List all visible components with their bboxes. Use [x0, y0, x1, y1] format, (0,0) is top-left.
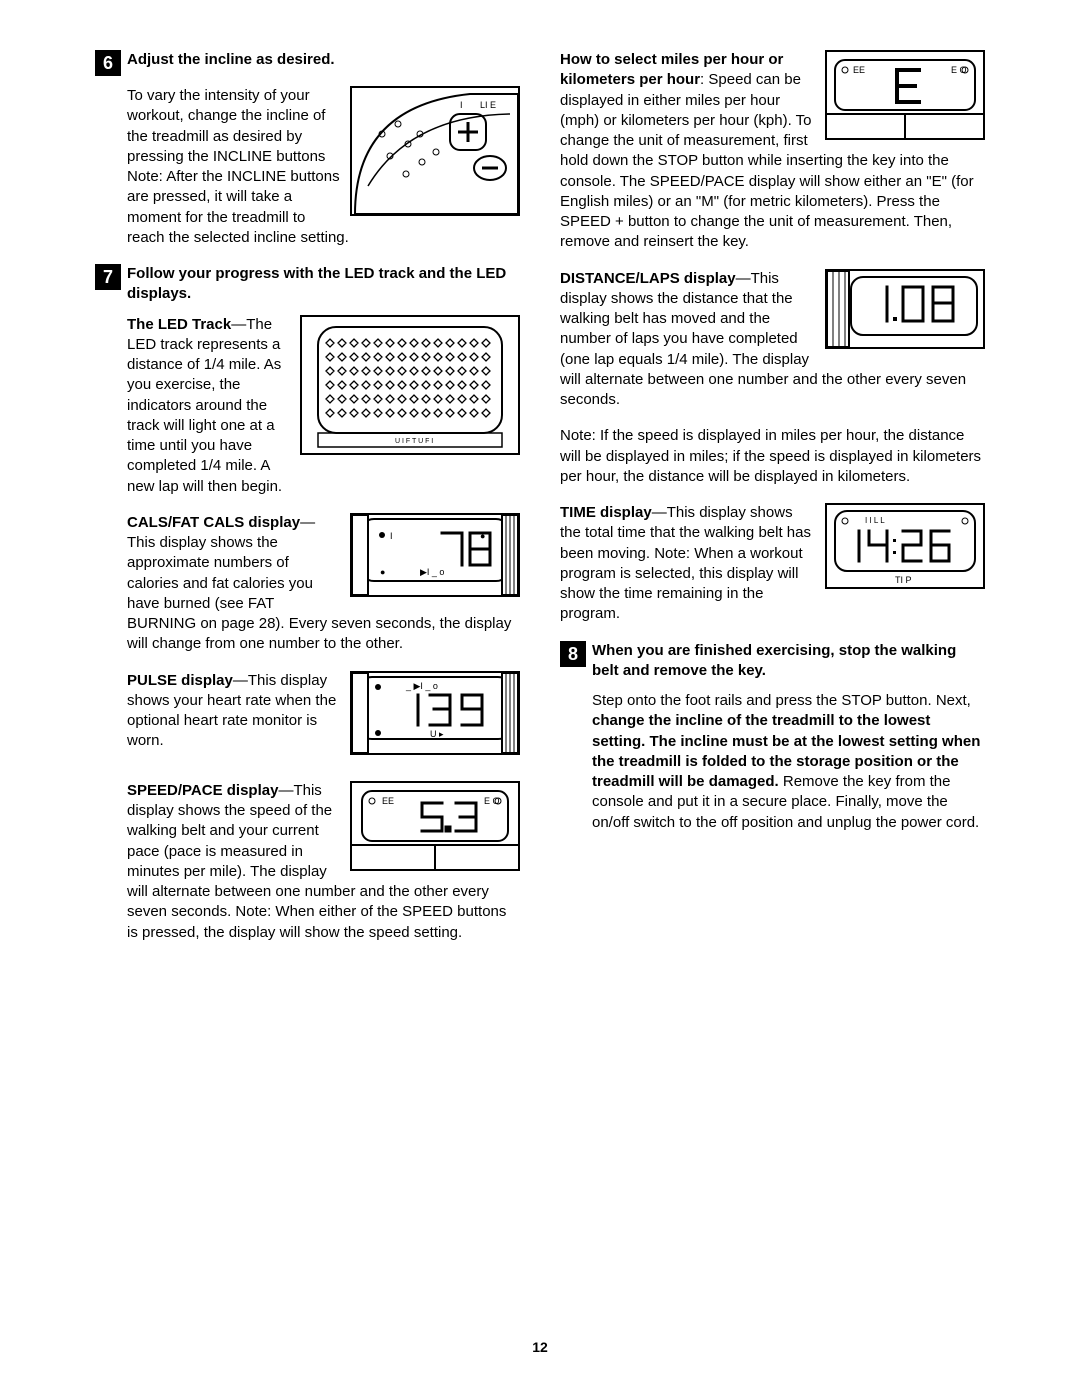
step8-body-block: Step onto the foot rails and press the S… [560, 691, 985, 833]
right-column: EE E O How to select miles per hour or k… [560, 50, 985, 959]
svg-text:TI P: TI P [895, 575, 912, 585]
svg-text:EE: EE [382, 796, 394, 806]
step7-number: 7 [95, 264, 121, 290]
step6-text: To vary the intensity of your workout, c… [127, 87, 349, 246]
step6-title: Adjust the incline as desired. [127, 51, 335, 68]
svg-text:_ ▶I _ o: _ ▶I _ o [405, 681, 438, 691]
svg-text:I: I [460, 100, 463, 110]
svg-text:U I F T U F I: U I F T U F I [395, 438, 433, 445]
time-heading: TIME display [560, 504, 652, 521]
dist-note-block: Note: If the speed is displayed in miles… [560, 426, 985, 487]
time-block: I I L L TI P [560, 503, 985, 625]
speed-figure: EE E O [350, 781, 520, 877]
svg-text:LI E: LI E [480, 100, 496, 110]
pulse-figure: _ ▶I _ o U ▸ [350, 671, 520, 761]
dist-figure [825, 269, 985, 355]
cals-block: I ● ● ▶I _ o [95, 513, 520, 655]
left-column: 6 Adjust the incline as desired. I LI E [95, 50, 520, 959]
led-heading: The LED Track [127, 316, 231, 333]
step8-header: 8 When you are finished exercising, stop… [560, 641, 985, 682]
step8-title: When you are finished exercising, stop t… [592, 642, 956, 679]
step6-header: 6 Adjust the incline as desired. [95, 50, 520, 76]
step6-number: 6 [95, 50, 121, 76]
page-number: 12 [0, 1338, 1080, 1357]
svg-text:E O: E O [951, 65, 967, 75]
speed-heading: SPEED/PACE display [127, 782, 278, 799]
step6-body-block: I LI E [95, 86, 520, 248]
time-body: —This display shows the total time that … [560, 504, 811, 622]
units-figure: EE E O [825, 50, 985, 146]
speed-block: EE E O [95, 781, 520, 943]
pulse-heading: PULSE display [127, 672, 233, 689]
time-figure: I I L L TI P [825, 503, 985, 595]
led-track-figure: U I F T U F I [300, 315, 520, 461]
step8-number: 8 [560, 641, 586, 667]
cals-heading: CALS/FAT CALS display [127, 514, 300, 531]
incline-figure: I LI E [350, 86, 520, 222]
svg-text:I I L L: I I L L [865, 516, 885, 525]
dist-heading: DISTANCE/LAPS display [560, 270, 736, 287]
led-body: —The LED track represents a distance of … [127, 316, 282, 495]
page-columns: 6 Adjust the incline as desired. I LI E [95, 50, 985, 959]
svg-text:EE: EE [853, 65, 865, 75]
svg-text:E O: E O [484, 796, 500, 806]
led-track-block: U I F T U F I [95, 315, 520, 497]
svg-text:U ▸: U ▸ [430, 729, 444, 739]
step8-intro: Step onto the foot rails and press the S… [592, 692, 971, 709]
step7-header: 7 Follow your progress with the LED trac… [95, 264, 520, 305]
pulse-block: _ ▶I _ o U ▸ [95, 671, 520, 765]
units-block: EE E O How to select miles per hour or k… [560, 50, 985, 253]
svg-text:▶I _ o: ▶I _ o [420, 567, 444, 577]
dist-block: DISTANCE/LAPS display—This display shows… [560, 269, 985, 411]
svg-text:I: I [390, 531, 393, 541]
dist-note: Note: If the speed is displayed in miles… [560, 427, 981, 485]
svg-text:●: ● [380, 567, 385, 577]
cals-figure: I ● ● ▶I _ o [350, 513, 520, 603]
step7-title: Follow your progress with the LED track … [127, 265, 506, 302]
